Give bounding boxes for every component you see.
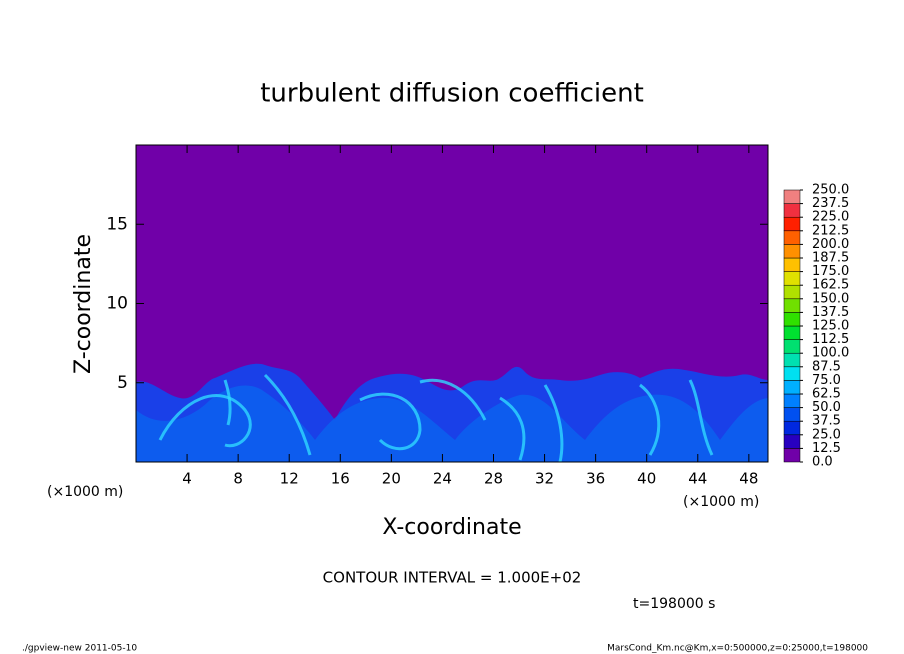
- x-unit: (×1000 m): [683, 494, 759, 510]
- colorbar-label: 187.5: [812, 251, 849, 266]
- colorbar-label: 75.0: [812, 373, 841, 388]
- turbulent-streak: [158, 394, 252, 448]
- colorbar-box: [783, 339, 801, 354]
- x-axis-label: X-coordinate: [382, 515, 521, 540]
- colorbar-label: 62.5: [812, 387, 841, 402]
- field: [136, 145, 768, 463]
- y-tick-label: 10: [106, 294, 128, 314]
- y-tick-label: 15: [106, 214, 128, 234]
- x-tick-label: 44: [688, 470, 707, 488]
- x-tick-label: 48: [739, 470, 758, 488]
- colorbar-label: 237.5: [812, 196, 849, 211]
- turbulent-streak: [359, 392, 422, 451]
- contour-interval: CONTOUR INTERVAL = 1.000E+02: [323, 569, 582, 587]
- colorbar-box: [783, 216, 801, 232]
- colorbar-label: 37.5: [812, 414, 841, 429]
- turbulent-streak: [263, 373, 312, 456]
- colorbar-label: 212.5: [812, 223, 849, 238]
- colorbar-box: [783, 366, 801, 381]
- colorbar-label: 112.5: [812, 332, 849, 347]
- x-tick-label: 12: [280, 470, 299, 488]
- colorbar-label: 175.0: [812, 264, 849, 279]
- colorbar-box: [783, 298, 801, 313]
- colorbar-box: [783, 407, 801, 422]
- y-axis-label: Z-coordinate: [71, 234, 96, 374]
- colorbar-label: 12.5: [812, 441, 841, 456]
- x-tick-label: 32: [535, 470, 554, 488]
- x-tick-label: 4: [182, 470, 192, 488]
- colorbar-box: [783, 230, 801, 245]
- footer-left: ./gpview-new 2011-05-10: [22, 644, 137, 654]
- colorbar-label: 250.0: [812, 183, 849, 198]
- x-tick-label: 20: [382, 470, 401, 488]
- x-tick-label: 36: [586, 470, 605, 488]
- colorbar-box: [783, 244, 801, 259]
- colorbar-box: [783, 420, 801, 436]
- colorbar-box: [783, 284, 801, 300]
- colorbar-label: 162.5: [812, 278, 849, 293]
- x-tick-label: 16: [331, 470, 350, 488]
- y-tick-label: 5: [117, 373, 128, 393]
- colorbar-box: [783, 271, 801, 286]
- colorbar-label: 87.5: [812, 359, 841, 374]
- turbulent-streak: [543, 384, 564, 463]
- x-tick-label: 40: [637, 470, 656, 488]
- time-label: t=198000 s: [633, 596, 715, 612]
- colorbar-box: [783, 448, 801, 463]
- colorbar-box: [783, 189, 801, 204]
- colorbar-label: 100.0: [812, 346, 849, 361]
- turbulent-streak: [223, 379, 232, 426]
- colorbar-box: [783, 312, 801, 327]
- turbulent-streak: [639, 383, 661, 456]
- x-tick-label: 24: [433, 470, 452, 488]
- colorbar-box: [783, 325, 801, 340]
- colorbar-box: [783, 257, 801, 272]
- colorbar-label: 137.5: [812, 305, 849, 320]
- footer-right: MarsCond_Km.nc@Km,x=0:500000,z=0:25000,t…: [607, 644, 868, 654]
- colorbar-box: [783, 393, 801, 408]
- colorbar-label: 225.0: [812, 210, 849, 225]
- x-tick-label: 8: [233, 470, 243, 488]
- turbulent-streak: [688, 379, 714, 456]
- colorbar-box: [783, 352, 801, 368]
- colorbar-label: 200.0: [812, 237, 849, 252]
- colorbar-label: 0.0: [812, 455, 833, 470]
- colorbar-label: 125.0: [812, 319, 849, 334]
- colorbar-label: 50.0: [812, 400, 841, 415]
- chart-title: turbulent diffusion coefficient: [260, 79, 644, 109]
- colorbar-box: [783, 380, 801, 395]
- y-unit: (×1000 m): [47, 484, 123, 500]
- turbulent-streak: [419, 378, 487, 421]
- colorbar-box: [783, 434, 801, 449]
- colorbar-box: [783, 203, 801, 218]
- colorbar-label: 25.0: [812, 427, 841, 442]
- turbulent-layer-inner: [136, 385, 768, 462]
- colorbar-label: 150.0: [812, 291, 849, 306]
- x-tick-label: 28: [484, 470, 503, 488]
- turbulent-streak: [499, 396, 526, 461]
